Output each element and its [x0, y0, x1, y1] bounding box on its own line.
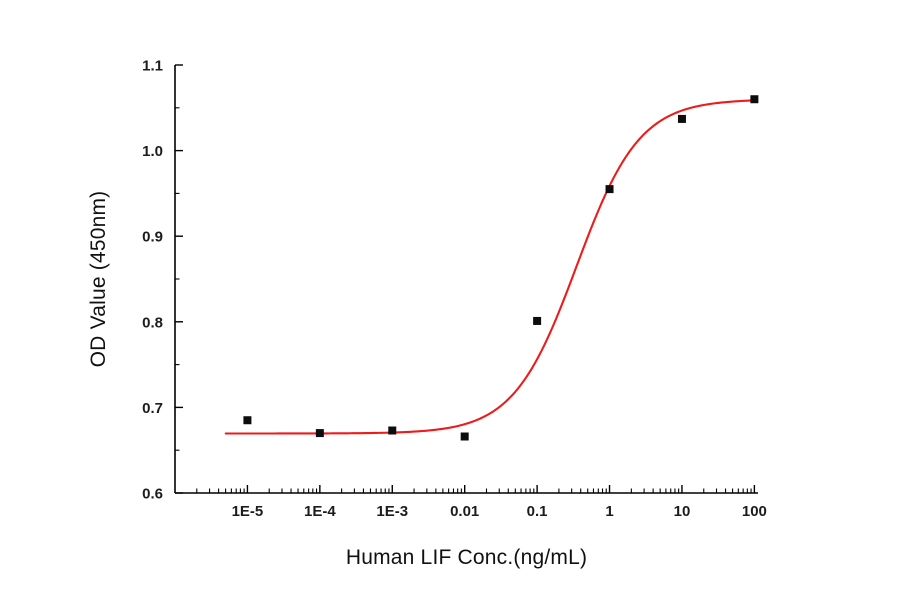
y-tick-label: 1.0	[142, 143, 163, 160]
data-point	[243, 416, 252, 425]
data-point	[533, 316, 542, 325]
y-tick-label: 0.7	[142, 400, 163, 417]
data-point	[677, 114, 686, 123]
data-point	[460, 432, 469, 441]
y-tick-label: 0.8	[142, 314, 163, 331]
data-point	[605, 185, 614, 194]
x-tick-label: 1E-5	[232, 503, 264, 520]
x-tick-label: 0.1	[527, 503, 548, 520]
x-tick-label: 0.01	[450, 503, 479, 520]
y-axis-title: OD Value (450nm)	[87, 190, 110, 368]
x-tick-label: 1	[605, 503, 613, 520]
y-tick-label: 1.1	[142, 58, 163, 75]
y-tick-label: 0.9	[142, 229, 163, 246]
data-point	[315, 429, 324, 438]
x-tick-label: 1E-3	[376, 503, 408, 520]
fit-curve	[224, 99, 754, 435]
x-axis-title: Human LIF Conc.(ng/mL)	[345, 546, 588, 569]
x-tick-label: 100	[742, 503, 767, 520]
data-point	[750, 95, 759, 104]
y-tick-label: 0.6	[142, 486, 163, 503]
x-tick-label: 1E-4	[304, 503, 336, 520]
data-point	[388, 426, 397, 435]
x-tick-label: 10	[674, 503, 691, 520]
